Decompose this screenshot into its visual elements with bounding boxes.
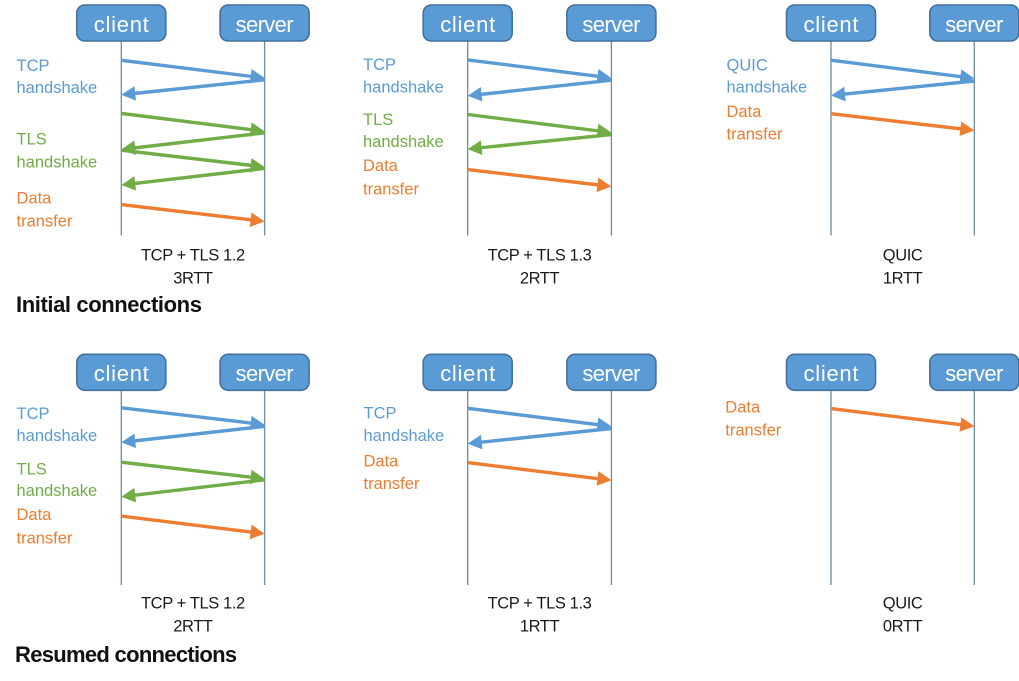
svg-text:client: client — [94, 361, 149, 386]
svg-text:Data: Data — [17, 506, 53, 524]
svg-text:transfer: transfer — [363, 181, 419, 199]
svg-text:QUIC: QUIC — [883, 246, 923, 264]
svg-text:Data: Data — [364, 452, 400, 470]
svg-text:transfer: transfer — [727, 126, 783, 144]
svg-text:1RTT: 1RTT — [520, 618, 560, 636]
svg-text:client: client — [94, 12, 149, 37]
svg-text:Data: Data — [727, 103, 763, 121]
svg-text:TLS: TLS — [363, 111, 393, 129]
svg-text:TCP: TCP — [364, 405, 397, 423]
svg-text:TLS: TLS — [17, 130, 47, 148]
svg-text:client: client — [440, 361, 495, 386]
svg-text:Data: Data — [363, 157, 399, 175]
svg-text:TCP: TCP — [363, 56, 396, 74]
svg-text:handshake: handshake — [17, 482, 98, 500]
svg-text:transfer: transfer — [725, 422, 781, 440]
svg-text:handshake: handshake — [17, 154, 98, 172]
svg-text:server: server — [582, 361, 640, 386]
svg-text:TCP: TCP — [17, 57, 50, 75]
svg-text:client: client — [804, 12, 859, 37]
svg-text:client: client — [440, 12, 495, 37]
svg-text:transfer: transfer — [364, 475, 420, 493]
svg-text:TCP + TLS 1.3: TCP + TLS 1.3 — [488, 246, 592, 264]
svg-text:handshake: handshake — [727, 78, 808, 96]
svg-text:TCP + TLS 1.2: TCP + TLS 1.2 — [141, 595, 245, 613]
svg-text:transfer: transfer — [17, 213, 73, 231]
svg-text:server: server — [582, 12, 640, 37]
svg-text:1RTT: 1RTT — [883, 269, 923, 287]
svg-text:handshake: handshake — [364, 427, 445, 445]
svg-text:2RTT: 2RTT — [520, 269, 560, 287]
svg-text:handshake: handshake — [17, 79, 98, 97]
svg-text:2RTT: 2RTT — [173, 618, 213, 636]
svg-text:server: server — [236, 361, 294, 386]
svg-text:TCP: TCP — [17, 405, 50, 423]
svg-text:server: server — [945, 361, 1003, 386]
svg-text:TLS: TLS — [17, 460, 47, 478]
svg-text:3RTT: 3RTT — [173, 269, 213, 287]
svg-text:handshake: handshake — [363, 133, 444, 151]
svg-text:server: server — [236, 12, 294, 37]
svg-text:handshake: handshake — [17, 427, 98, 445]
svg-text:Data: Data — [725, 398, 761, 416]
svg-text:server: server — [945, 12, 1003, 37]
svg-text:transfer: transfer — [17, 530, 73, 548]
svg-text:client: client — [804, 361, 859, 386]
svg-text:QUIC: QUIC — [883, 595, 923, 613]
svg-text:QUIC: QUIC — [727, 57, 768, 75]
svg-text:Resumed connections: Resumed connections — [15, 642, 237, 667]
svg-text:0RTT: 0RTT — [883, 618, 923, 636]
svg-text:TCP + TLS 1.3: TCP + TLS 1.3 — [488, 595, 592, 613]
svg-text:handshake: handshake — [363, 78, 444, 96]
svg-text:TCP + TLS 1.2: TCP + TLS 1.2 — [141, 246, 245, 264]
svg-text:Data: Data — [17, 190, 53, 208]
svg-text:Initial connections: Initial connections — [16, 292, 202, 317]
